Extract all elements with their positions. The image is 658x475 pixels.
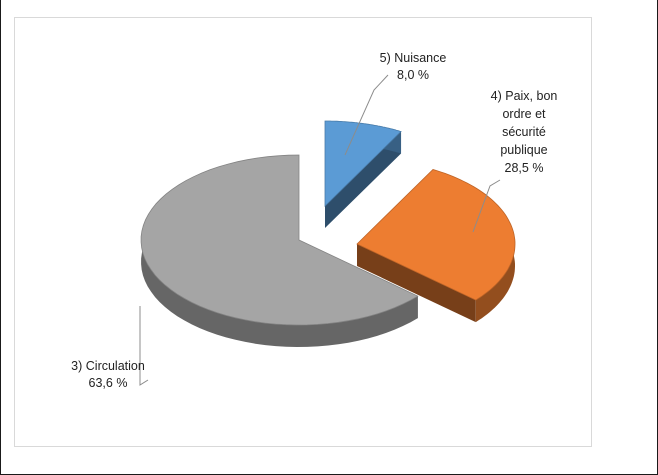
pie-slice-2 [356, 169, 516, 323]
data-label-1: 5) Nuisance 8,0 % [380, 51, 447, 82]
pie-slice-1 [324, 120, 402, 228]
pie-slice-cut-2 [357, 244, 476, 323]
pie-slice-top-2 [356, 169, 516, 301]
pie-slice-top-1 [324, 120, 402, 207]
data-label-2: 4) Paix, bon ordre et sécurité publique 28,5… [491, 89, 558, 175]
data-label-3: 3) Circulation 63,6 % [71, 359, 145, 390]
pie-slice-top-3 [140, 154, 419, 326]
pie-slice-side-3 [141, 155, 418, 347]
leader-line-2 [472, 179, 501, 233]
leader-line-3 [139, 306, 149, 386]
leader-line-1 [344, 74, 389, 156]
pie-slice-3 [140, 154, 419, 347]
pie-slice-cut-1 [325, 131, 402, 228]
